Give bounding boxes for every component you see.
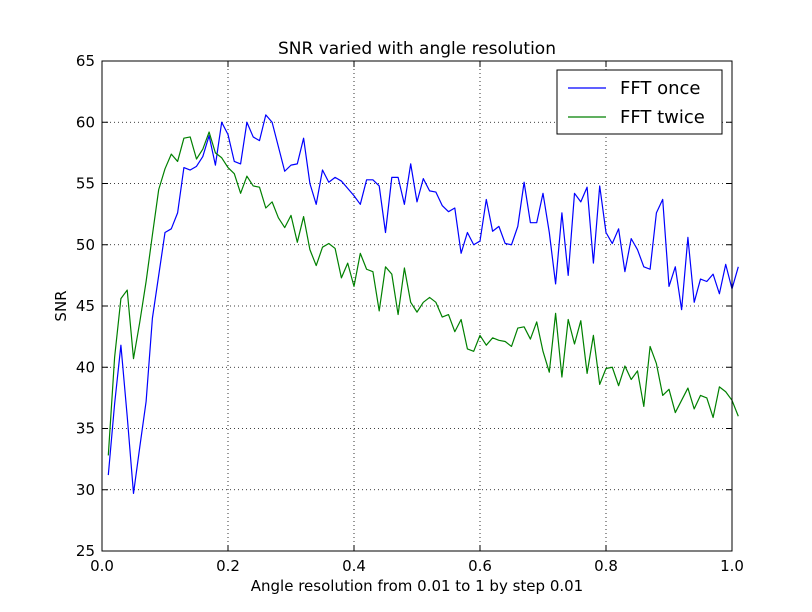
x-axis-label: Angle resolution from 0.01 to 1 by step … <box>251 577 583 595</box>
chart-title: SNR varied with angle resolution <box>278 39 556 59</box>
x-tick-label: 0.2 <box>216 557 240 575</box>
y-tick-label: 30 <box>76 481 95 499</box>
y-tick-label: 25 <box>76 542 95 560</box>
legend-label-fft-twice: FFT twice <box>620 107 705 128</box>
x-tick-label: 0.0 <box>90 557 114 575</box>
x-tick-label: 0.8 <box>594 557 618 575</box>
axis-ticks: 0.0 0.2 0.4 0.6 0.8 1.0 25 30 35 40 45 50 55 60 65 <box>76 52 744 575</box>
legend-box <box>556 69 723 135</box>
y-tick-label: 45 <box>76 297 95 315</box>
x-tick-label: 1.0 <box>720 557 744 575</box>
y-tick-label: 65 <box>76 52 95 70</box>
y-tick-label: 40 <box>76 358 95 376</box>
y-tick-label: 60 <box>76 113 95 131</box>
y-tick-label: 35 <box>76 420 95 438</box>
y-tick-label: 50 <box>76 236 95 254</box>
y-axis-label: SNR <box>52 290 70 321</box>
x-tick-label: 0.4 <box>342 557 366 575</box>
y-tick-label: 55 <box>76 175 95 193</box>
legend-label-fft-once: FFT once <box>620 78 701 99</box>
x-tick-label: 0.6 <box>468 557 492 575</box>
series-line-fft-once <box>107 114 739 495</box>
series-lines <box>107 114 739 495</box>
series-line-fft-twice <box>107 131 739 456</box>
legend: FFT once FFT twice <box>556 69 723 135</box>
